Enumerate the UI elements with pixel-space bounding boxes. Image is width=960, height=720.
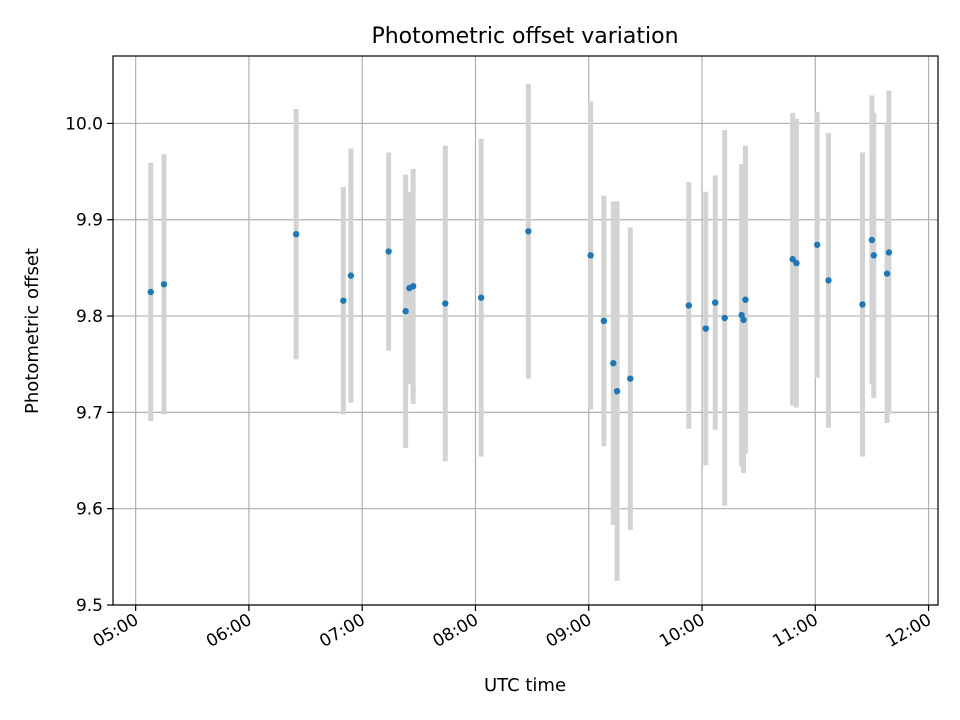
data-point: [702, 325, 709, 332]
data-point: [740, 316, 747, 324]
x-axis-label: UTC time: [484, 675, 566, 696]
grid: [113, 56, 938, 606]
data-point: [883, 270, 891, 277]
x-tick-label: 10:00: [656, 610, 708, 652]
data-point: [147, 288, 154, 296]
data-point: [738, 311, 745, 319]
data-point: [813, 241, 821, 248]
y-axis: 9.5 9.6 9.7 9.8 9.9 10.0: [65, 114, 113, 616]
data-point: [292, 230, 300, 238]
data-point: [347, 272, 355, 279]
y-tick-label: 9.9: [76, 211, 103, 231]
data-point: [721, 314, 728, 322]
x-tick-label: 11:00: [769, 610, 821, 652]
y-tick-label: 9.7: [76, 403, 103, 423]
error-bars: [148, 83, 892, 581]
data-point: [610, 360, 617, 367]
data-point: [385, 248, 392, 255]
data-point: [442, 300, 449, 307]
y-tick-label: 10.0: [65, 114, 103, 134]
data-point: [600, 317, 608, 325]
data-point: [525, 228, 532, 235]
x-axis: 05:00 06:00 07:00 08:00 09:00 10:00 11:00 12:00: [90, 605, 935, 652]
data-point: [685, 302, 693, 309]
data-point: [825, 277, 832, 284]
x-tick-label: 09:00: [543, 610, 595, 652]
data-point: [627, 375, 634, 382]
data-point: [712, 299, 719, 306]
x-tick-label: 05:00: [90, 610, 142, 652]
x-tick-label: 12:00: [883, 610, 935, 652]
data-point: [742, 296, 749, 303]
plot-frame: [112, 55, 939, 606]
data-point: [870, 252, 878, 259]
data-points: [147, 228, 893, 395]
x-tick-label: 06:00: [203, 610, 255, 652]
data-point: [587, 252, 594, 259]
data-point: [477, 294, 485, 301]
data-point: [613, 387, 621, 395]
y-tick-label: 9.8: [76, 307, 103, 327]
x-tick-label: 07:00: [316, 610, 368, 652]
y-tick-label: 9.5: [76, 596, 103, 616]
x-tick-label: 08:00: [430, 610, 482, 652]
data-point: [868, 236, 876, 244]
data-point: [793, 259, 800, 267]
data-point: [402, 308, 409, 315]
data-point: [885, 249, 893, 256]
chart-title: Photometric offset variation: [371, 24, 678, 49]
y-tick-label: 9.6: [76, 500, 103, 520]
data-point: [859, 301, 866, 308]
data-point: [409, 282, 417, 290]
data-point: [340, 297, 347, 304]
data-point: [160, 281, 168, 288]
y-axis-label: Photometric offset: [22, 248, 43, 414]
